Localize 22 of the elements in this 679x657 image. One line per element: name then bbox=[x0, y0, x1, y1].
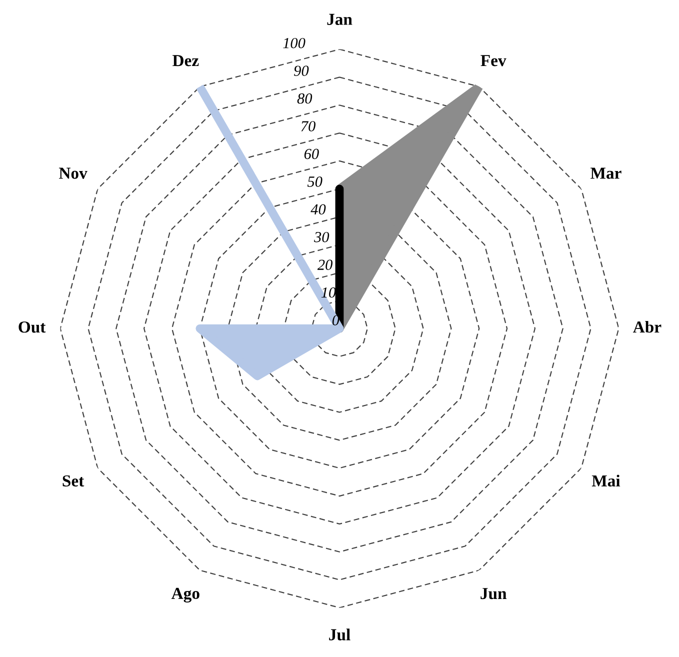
y-tick-label: 90 bbox=[294, 66, 309, 76]
spoke-label: Set bbox=[62, 475, 84, 487]
spoke-label: Mar bbox=[590, 168, 622, 179]
y-tick-label: 10 bbox=[321, 287, 336, 298]
y-tick-label: 70 bbox=[301, 121, 316, 132]
spoke-label: Ago bbox=[171, 588, 200, 603]
spoke-label: Fev bbox=[480, 55, 506, 66]
spoke-label: Jan bbox=[327, 14, 352, 25]
y-tick-label: 40 bbox=[310, 204, 326, 215]
spoke-label: Out bbox=[18, 321, 46, 333]
spoke-label: Dez bbox=[172, 55, 199, 66]
spoke-label: Abr bbox=[633, 320, 662, 333]
spoke-label: Nov bbox=[58, 168, 88, 179]
y-tick-label: 60 bbox=[304, 148, 319, 160]
spoke-label: Jul bbox=[329, 628, 350, 640]
y-tick-label: 80 bbox=[297, 93, 312, 104]
spoke-label: Jun bbox=[480, 588, 507, 600]
y-tick-label: 50 bbox=[307, 176, 322, 187]
y-tick-label: 30 bbox=[314, 232, 330, 242]
y-tick-label: 20 bbox=[317, 260, 332, 270]
y-tick-label: 100 bbox=[283, 38, 306, 48]
spoke-label: Mai bbox=[592, 474, 620, 487]
